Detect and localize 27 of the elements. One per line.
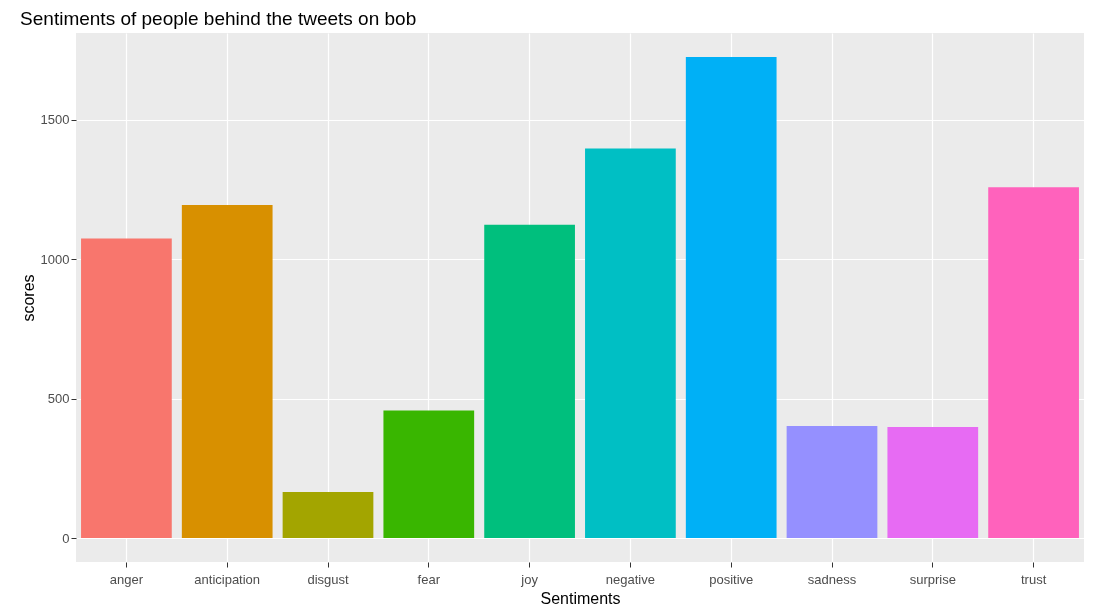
x-tick-label: anticipation	[194, 571, 261, 587]
bar	[786, 425, 878, 539]
bar	[887, 427, 979, 539]
x-tick-label: surprise	[909, 571, 956, 587]
x-tick-label: negative	[605, 571, 655, 587]
x-tick-label: positive	[709, 571, 754, 587]
chart-title: Sentiments of people behind the tweets on bob	[20, 8, 417, 29]
y-tick-label: 1500	[40, 112, 70, 128]
y-tick-label: 1000	[40, 251, 70, 267]
bar	[81, 238, 172, 539]
bar	[383, 410, 475, 539]
x-tick-label: sadness	[807, 571, 857, 587]
bar	[685, 56, 777, 539]
bar	[282, 492, 374, 539]
bar	[181, 204, 273, 539]
x-tick-label: anger	[109, 571, 144, 587]
y-axis-title: scores	[19, 274, 37, 322]
x-axis-title: Sentiments	[540, 589, 621, 607]
bar	[484, 224, 575, 539]
y-tick-label: 500	[47, 391, 70, 407]
bar	[585, 148, 676, 539]
x-tick-label: fear	[417, 571, 441, 587]
x-tick-label: disgust	[307, 571, 349, 587]
bar	[988, 187, 1079, 539]
x-tick-label: joy	[520, 571, 539, 587]
y-tick-label: 0	[62, 530, 70, 546]
x-tick-label: trust	[1020, 571, 1047, 587]
